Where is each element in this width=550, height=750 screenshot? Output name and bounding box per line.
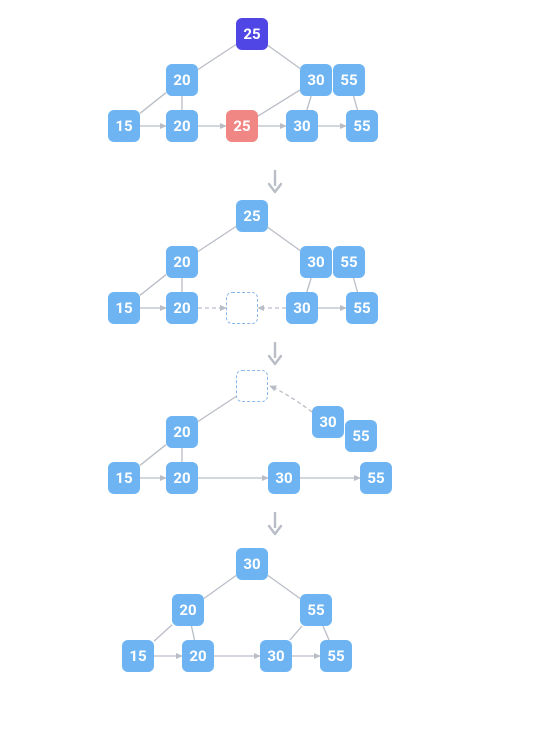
tree-node: 20	[172, 594, 204, 626]
tree-node: 20	[166, 246, 198, 278]
tree-node: 30	[286, 110, 318, 142]
tree-edge	[191, 626, 194, 640]
tree-node: 30	[286, 292, 318, 324]
stage-transition-arrow	[266, 510, 284, 536]
tree-node: 20	[166, 292, 198, 324]
stage-transition-arrow	[266, 340, 284, 366]
tree-node: 55	[320, 640, 352, 672]
tree-node: 20	[166, 64, 198, 96]
tree-edge	[268, 46, 300, 69]
tree-node: 55	[300, 594, 332, 626]
tree-node: 55	[345, 420, 377, 452]
tree-node: 25	[236, 200, 268, 232]
tree-node: 15	[108, 462, 140, 494]
tree-node: 25	[226, 110, 258, 142]
tree-edge	[354, 96, 358, 110]
tree-edge	[140, 93, 166, 114]
tree-node: 30	[312, 406, 344, 438]
tree-node: 20	[182, 640, 214, 672]
tree-node: 20	[166, 110, 198, 142]
promote-arrow	[270, 386, 312, 412]
tree-edge	[323, 626, 329, 640]
tree-node: 30	[268, 462, 300, 494]
tree-edge	[204, 576, 236, 599]
tree-node: 30	[300, 64, 332, 96]
tree-edge	[268, 228, 300, 251]
tree-node: 55	[333, 246, 365, 278]
tree-node: 55	[346, 292, 378, 324]
tree-edge	[198, 227, 236, 252]
tree-node: 55	[360, 462, 392, 494]
tree-edge	[154, 625, 172, 642]
empty-node	[236, 370, 268, 402]
tree-edge	[307, 278, 311, 292]
stage-transition-arrow	[266, 168, 284, 194]
tree-edge	[290, 626, 302, 640]
edges-layer	[0, 0, 550, 750]
tree-edge	[198, 397, 236, 422]
tree-edge	[140, 275, 166, 296]
tree-node: 30	[260, 640, 292, 672]
tree-node: 30	[300, 246, 332, 278]
tree-node: 55	[333, 64, 365, 96]
tree-edge	[268, 576, 300, 599]
tree-node: 15	[122, 640, 154, 672]
tree-edge	[198, 45, 236, 70]
tree-node: 20	[166, 416, 198, 448]
tree-node: 15	[108, 110, 140, 142]
diagram-stage: 2520305515202530552520305515203055203055…	[0, 0, 550, 750]
tree-node: 55	[346, 110, 378, 142]
tree-node: 15	[108, 292, 140, 324]
tree-edge	[354, 278, 358, 292]
tree-node: 25	[236, 18, 268, 50]
empty-node	[226, 292, 258, 324]
tree-node: 20	[166, 462, 198, 494]
tree-node: 30	[236, 548, 268, 580]
tree-edge	[140, 445, 166, 466]
tree-edge	[307, 96, 311, 110]
